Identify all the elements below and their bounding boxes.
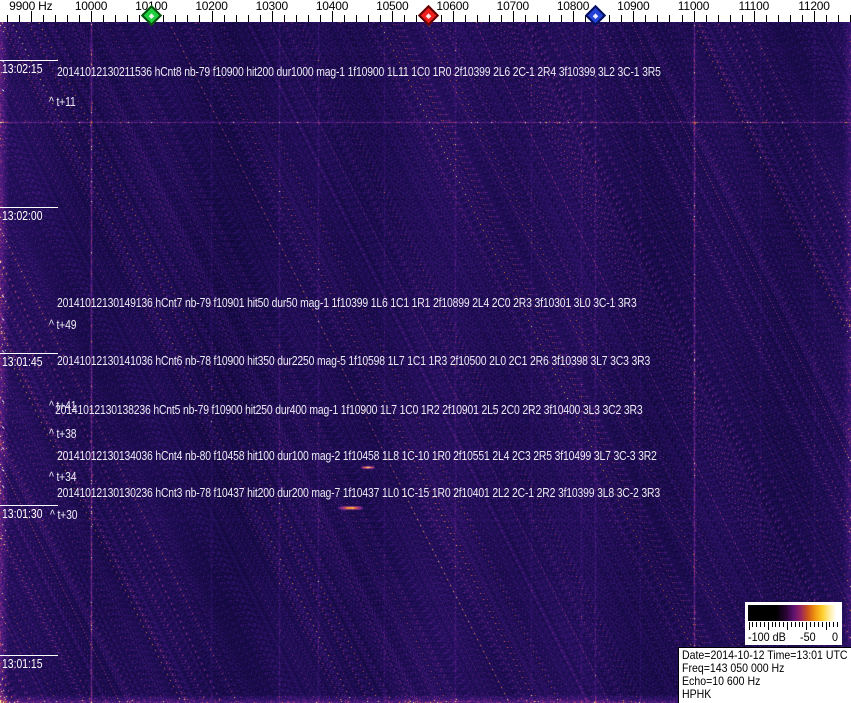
ruler-tick — [609, 15, 611, 22]
ruler-label: 10500 — [376, 0, 409, 13]
ruler-tick — [440, 15, 442, 22]
ruler-tick — [79, 15, 80, 22]
ruler-label: 11000 — [677, 0, 710, 13]
ruler-tick — [30, 11, 32, 22]
ruler-tick — [368, 15, 370, 22]
ruler-tick — [717, 15, 719, 22]
ruler-tick — [295, 15, 297, 22]
ruler-tick — [512, 11, 514, 22]
ruler-label: 10400 — [315, 0, 349, 13]
ruler-tick — [247, 15, 249, 22]
ruler-tick — [392, 11, 394, 22]
ruler-label: 10700 — [496, 0, 530, 13]
ruler-tick — [271, 11, 273, 22]
ruler-tick — [621, 15, 623, 22]
ruler-tick — [561, 15, 562, 22]
ruler-tick — [139, 15, 141, 22]
ruler-tick — [211, 11, 213, 22]
ruler-tick — [115, 15, 117, 22]
blue-diamond-marker-core — [593, 12, 599, 18]
ruler-tick — [669, 15, 671, 22]
ruler-label: 10800 — [556, 0, 590, 13]
ruler-tick — [826, 15, 828, 22]
ruler-tick — [585, 15, 586, 22]
ruler-tick — [488, 15, 490, 22]
ruler-tick — [91, 11, 92, 22]
ruler-tick — [536, 15, 538, 22]
ruler-label: 10200 — [195, 0, 228, 13]
ruler-tick — [187, 15, 189, 22]
ruler-tick — [476, 15, 478, 22]
ruler-label: 10600 — [436, 0, 469, 13]
ruler-tick — [163, 15, 165, 22]
ruler-tick — [464, 15, 466, 22]
ruler-tick — [500, 15, 502, 22]
ruler-tick — [657, 15, 659, 22]
ruler-label: 10300 — [255, 0, 289, 13]
ruler-tick — [199, 15, 201, 22]
ruler-tick — [573, 11, 574, 22]
ruler-tick — [548, 15, 550, 22]
ruler-label: 11200 — [798, 0, 830, 13]
ruler-tick — [404, 15, 406, 22]
ruler-tick — [127, 15, 129, 22]
ruler-tick — [380, 15, 382, 22]
ruler-tick — [838, 15, 840, 22]
ruler-label: 10000 — [74, 0, 108, 13]
ruler-label: 9900 Hz — [9, 0, 53, 13]
ruler-tick — [175, 15, 177, 22]
ruler-tick — [235, 15, 237, 22]
ruler-tick — [753, 11, 755, 22]
ruler-tick — [6, 15, 8, 22]
green-diamond-marker-core — [148, 12, 155, 18]
ruler-tick — [307, 15, 309, 22]
red-diamond-marker-core — [425, 12, 432, 18]
ruler-tick — [765, 15, 767, 22]
ruler-tick — [344, 15, 346, 22]
ruler-tick — [66, 15, 68, 22]
ruler-tick — [103, 15, 104, 22]
ruler-tick — [18, 15, 20, 22]
ruler-tick — [802, 15, 803, 22]
ruler-tick — [705, 15, 707, 22]
ruler-tick — [223, 15, 225, 22]
spectrogram-waterfall[interactable] — [0, 22, 851, 703]
ruler-tick — [681, 15, 683, 22]
ruler-tick — [332, 11, 333, 22]
ruler-tick — [693, 11, 695, 22]
ruler-tick — [633, 11, 635, 22]
ruler-tick — [645, 15, 647, 22]
ruler-tick — [777, 15, 779, 22]
ruler-tick — [42, 15, 44, 22]
ruler-label: 10900 — [617, 0, 650, 13]
ruler-tick — [741, 15, 743, 22]
ruler-tick — [54, 15, 56, 22]
ruler-tick — [283, 15, 285, 22]
ruler-tick — [814, 11, 815, 22]
ruler-label: 11100 — [738, 0, 770, 13]
ruler-tick — [452, 11, 454, 22]
ruler-tick — [416, 15, 418, 22]
ruler-tick — [320, 15, 321, 22]
ruler-tick — [789, 15, 791, 22]
ruler-tick — [259, 15, 261, 22]
ruler-tick — [356, 15, 358, 22]
ruler-tick — [729, 15, 731, 22]
ruler-tick — [524, 15, 526, 22]
